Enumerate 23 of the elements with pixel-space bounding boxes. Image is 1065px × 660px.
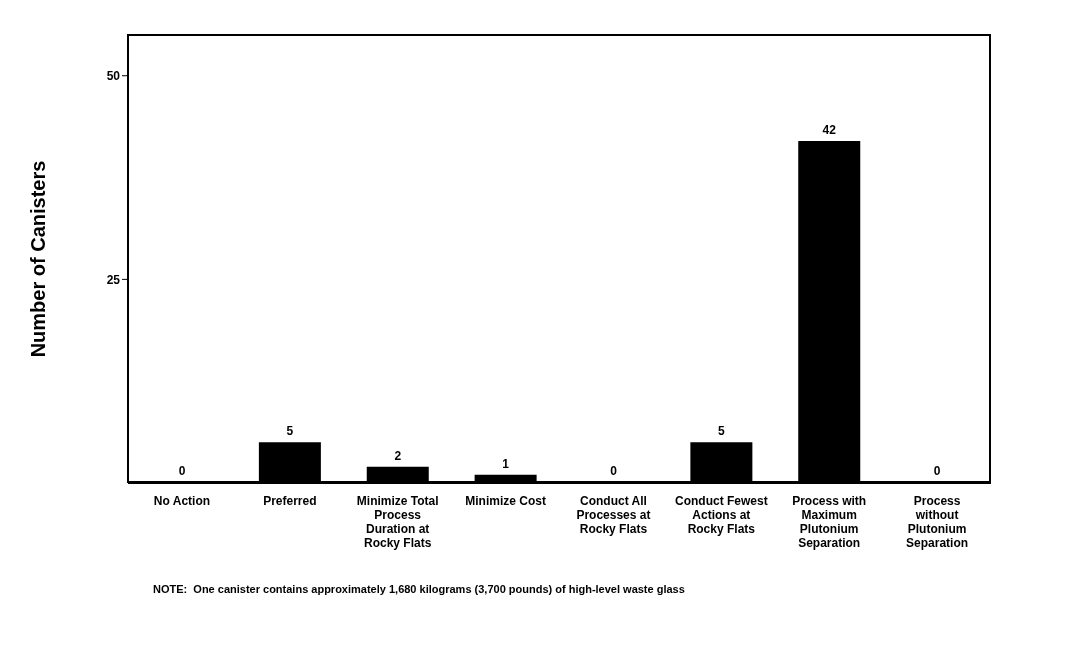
x-tick-label: Conduct Fewest Actions at Rocky Flats: [674, 494, 768, 536]
data-label: 0: [610, 464, 618, 478]
bar: [798, 140, 861, 483]
text: NOTE: One canister contains approximately 1,680 kilograms (3,700 pounds) of high-level waste glass: [153, 583, 685, 595]
data-label: 1: [502, 456, 510, 471]
data-label: 0: [178, 464, 186, 478]
x-tick-label: Process without Plutonium Separation: [906, 494, 969, 550]
x-tick-label: Conduct All Processes at Rocky Flats: [576, 494, 651, 536]
x-tick-label: Preferred: [263, 494, 317, 508]
y-tick-label: 25: [106, 272, 121, 287]
data-label: 2: [394, 448, 402, 463]
x-tick-label: Minimize Total Process Duration at Rocky Flats: [356, 494, 439, 550]
data-label: 5: [718, 424, 726, 439]
x-tick-label: Minimize Cost: [465, 494, 546, 508]
x-tick-label: No Action: [153, 494, 211, 508]
bar: [258, 442, 321, 483]
data-label: 42: [822, 122, 837, 137]
data-label: 0: [933, 464, 941, 478]
data-label: 5: [286, 424, 294, 439]
y-axis-title: Number of Canisters: [27, 160, 50, 358]
x-tick-label: Process with Maximum Plutonium Separation: [792, 494, 867, 550]
bar: [690, 442, 753, 483]
y-tick-label: 50: [106, 68, 121, 83]
